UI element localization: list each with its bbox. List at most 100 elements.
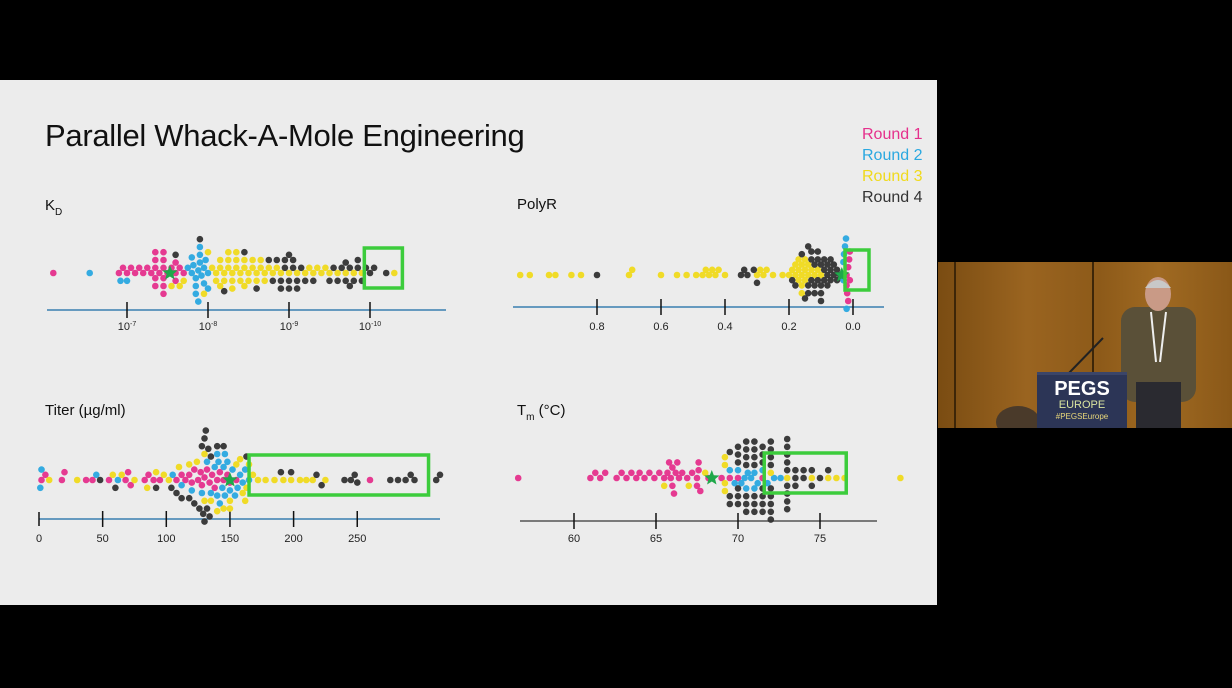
data-point-round-2 xyxy=(169,471,176,479)
data-point-round-1 xyxy=(628,469,635,477)
data-point-round-4 xyxy=(808,466,816,474)
data-point-round-1 xyxy=(211,484,218,492)
data-point-round-3 xyxy=(212,269,220,277)
data-point-round-3 xyxy=(342,269,350,277)
data-point-round-2 xyxy=(751,469,758,477)
data-point-round-4 xyxy=(289,264,297,272)
data-point-round-4 xyxy=(206,513,213,520)
data-point-round-3 xyxy=(193,458,201,466)
data-point-round-2 xyxy=(241,466,249,473)
data-point-round-4 xyxy=(370,264,378,272)
data-point-round-3 xyxy=(314,264,321,272)
data-point-round-1 xyxy=(156,269,163,277)
data-point-round-4 xyxy=(783,505,791,513)
data-point-round-2 xyxy=(751,485,758,492)
data-point-round-4 xyxy=(808,256,815,263)
data-point-round-3 xyxy=(269,269,277,277)
data-point-round-4 xyxy=(354,479,361,486)
data-point-round-4 xyxy=(814,248,822,255)
data-point-round-4 xyxy=(783,435,791,443)
data-point-round-2 xyxy=(117,277,124,285)
data-point-round-3 xyxy=(660,482,668,490)
data-point-round-4 xyxy=(277,468,285,476)
data-point-round-4 xyxy=(783,443,791,451)
data-point-round-4 xyxy=(334,277,341,285)
chart-title: PolyR xyxy=(517,196,557,213)
x-tick-label: 150 xyxy=(221,533,239,545)
data-point-round-1 xyxy=(42,471,49,479)
data-point-round-4 xyxy=(351,471,359,479)
data-point-round-4 xyxy=(277,277,285,285)
data-point-round-3 xyxy=(152,468,160,476)
data-point-round-2 xyxy=(744,469,752,477)
x-tick-label: 200 xyxy=(284,533,302,545)
data-point-round-4 xyxy=(742,453,750,461)
data-point-round-1 xyxy=(636,469,643,477)
data-point-round-1 xyxy=(675,474,683,482)
data-point-round-1 xyxy=(131,269,139,277)
data-point-round-4 xyxy=(792,282,799,289)
data-point-round-4 xyxy=(734,459,742,466)
data-point-round-3 xyxy=(273,264,281,272)
data-point-round-4 xyxy=(285,277,293,285)
data-point-round-1 xyxy=(693,474,701,482)
slide-title: Parallel Whack-A-Mole Engineering xyxy=(45,118,525,153)
data-point-round-4 xyxy=(285,251,293,259)
data-point-round-4 xyxy=(277,285,285,292)
data-point-round-2 xyxy=(224,458,231,466)
x-tick-label: 0 xyxy=(36,533,42,545)
data-point-round-1 xyxy=(115,269,123,277)
data-point-round-3 xyxy=(262,476,269,484)
data-point-round-2 xyxy=(215,458,222,466)
data-point-round-1 xyxy=(514,474,522,482)
data-point-round-4 xyxy=(817,282,825,289)
data-point-round-2 xyxy=(198,489,206,497)
data-point-round-3 xyxy=(801,256,809,263)
data-point-round-3 xyxy=(708,266,716,274)
data-point-round-1 xyxy=(845,256,853,263)
data-point-round-3 xyxy=(208,264,216,272)
target-region-box xyxy=(362,246,405,290)
data-point-round-4 xyxy=(800,466,807,474)
data-point-round-3 xyxy=(220,505,227,512)
data-point-round-3 xyxy=(185,461,193,468)
data-point-round-1 xyxy=(172,277,179,285)
data-point-round-4 xyxy=(767,453,775,461)
data-point-round-1 xyxy=(105,476,113,484)
data-point-round-3 xyxy=(265,264,273,272)
data-point-round-3 xyxy=(391,269,398,277)
data-point-round-4 xyxy=(742,461,750,469)
data-point-round-4 xyxy=(341,476,348,484)
data-point-round-4 xyxy=(817,297,825,305)
data-point-round-3 xyxy=(225,256,232,264)
data-point-round-3 xyxy=(241,282,248,290)
data-point-round-3 xyxy=(516,271,524,279)
data-point-round-4 xyxy=(387,476,394,484)
data-point-round-3 xyxy=(233,256,240,264)
data-point-round-4 xyxy=(833,266,841,274)
data-point-round-4 xyxy=(112,484,119,492)
data-point-round-3 xyxy=(285,269,293,277)
data-point-round-1 xyxy=(178,471,185,479)
data-point-round-2 xyxy=(192,290,200,298)
data-point-round-1 xyxy=(726,474,734,482)
data-point-round-2 xyxy=(184,264,192,272)
data-point-round-3 xyxy=(526,271,534,279)
data-point-round-4 xyxy=(783,466,791,474)
data-point-round-3 xyxy=(814,266,822,274)
data-point-round-4 xyxy=(265,256,273,264)
data-point-round-1 xyxy=(148,269,155,277)
chart-polyr: PolyR 0.8 0.6 0.4 0.2 0.0 xyxy=(513,196,884,333)
data-point-round-1 xyxy=(191,466,198,473)
data-point-round-3 xyxy=(683,271,690,279)
data-point-round-4 xyxy=(241,248,248,256)
data-point-round-1 xyxy=(672,469,679,477)
data-point-round-3 xyxy=(756,266,764,274)
data-point-round-3 xyxy=(833,474,840,482)
podium-logo-pegs: PEGS xyxy=(1054,378,1110,400)
data-point-round-1 xyxy=(160,274,167,282)
data-point-round-4 xyxy=(407,471,415,479)
data-point-round-4 xyxy=(287,468,295,476)
data-point-round-2 xyxy=(192,282,200,290)
